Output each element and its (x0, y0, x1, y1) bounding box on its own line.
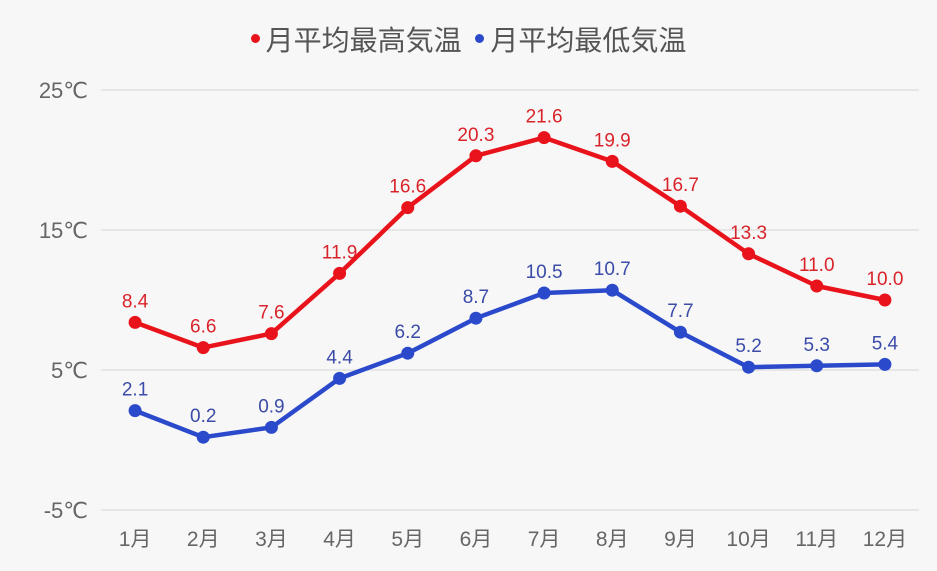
data-point-high[interactable] (196, 341, 210, 355)
data-label-high: 13.3 (730, 223, 767, 244)
data-point-low[interactable] (742, 360, 756, 374)
y-tick-label: 25℃ (39, 78, 88, 103)
series-low: 2.1 0.2 0.9 4.4 6.2 8.7 10.5 10.7 7.7 5.2 5.3 5.4 (122, 259, 899, 444)
data-label-low: 5.4 (872, 333, 899, 354)
data-label-low: 5.2 (735, 336, 761, 357)
x-tick-label: 3月 (255, 528, 288, 551)
data-label-low: 6.2 (395, 322, 421, 343)
data-label-low: 10.5 (526, 262, 563, 283)
data-label-high: 11.9 (322, 242, 358, 263)
data-point-high[interactable] (605, 154, 619, 168)
data-point-low[interactable] (537, 286, 551, 300)
data-label-low: 2.1 (122, 380, 148, 401)
legend-label-high: 月平均最高気温 (265, 24, 462, 56)
data-label-high: 11.0 (799, 255, 835, 276)
y-tick-label: 5℃ (51, 358, 88, 383)
data-label-low: 7.7 (667, 301, 693, 322)
data-point-low[interactable] (128, 404, 142, 418)
x-tick-label: 5月 (391, 528, 424, 551)
x-tick-label: 10月 (726, 528, 770, 551)
data-point-high[interactable] (264, 327, 278, 341)
series-line-high (134, 135, 886, 350)
legend-dot-low-icon (475, 34, 485, 43)
data-point-low[interactable] (673, 325, 687, 339)
data-label-high: 20.3 (457, 125, 494, 146)
data-label-low: 0.2 (190, 406, 216, 427)
data-point-low[interactable] (333, 371, 347, 385)
data-point-low[interactable] (878, 357, 892, 371)
data-label-low: 4.4 (326, 347, 353, 368)
x-tick-label: 11月 (795, 528, 838, 551)
data-point-high[interactable] (810, 279, 824, 293)
data-point-high[interactable] (469, 149, 483, 163)
data-point-high[interactable] (742, 247, 756, 261)
data-point-high[interactable] (537, 131, 551, 145)
data-point-low[interactable] (264, 420, 278, 434)
data-point-low[interactable] (605, 283, 619, 297)
data-label-high: 8.4 (122, 291, 149, 312)
y-tick-label: 15℃ (39, 218, 88, 243)
x-tick-label: 4月 (323, 528, 356, 551)
data-point-high[interactable] (128, 315, 142, 329)
x-tick-label: 7月 (528, 528, 561, 551)
legend-item-low[interactable]: 月平均最低気温 (475, 19, 686, 59)
data-label-high: 10.0 (866, 269, 903, 290)
data-label-high: 7.6 (258, 303, 284, 324)
x-tick-label: 8月 (596, 528, 629, 551)
data-point-low[interactable] (196, 430, 210, 444)
y-tick-label: -5℃ (44, 498, 88, 523)
data-label-low: 8.7 (463, 287, 489, 308)
series-line-low (134, 287, 885, 440)
data-point-high[interactable] (878, 293, 892, 307)
data-label-high: 19.9 (594, 130, 631, 151)
x-tick-label: 12月 (863, 528, 907, 551)
data-point-high[interactable] (333, 266, 347, 280)
legend-item-high[interactable]: 月平均最高気温 (250, 19, 462, 59)
data-label-high: 16.7 (662, 175, 699, 196)
data-label-low: 5.3 (804, 335, 830, 356)
data-label-low: 0.9 (258, 396, 284, 417)
legend-label-low: 月平均最低気温 (490, 24, 687, 56)
x-tick-label: 6月 (460, 528, 493, 551)
data-point-low[interactable] (469, 311, 483, 325)
x-tick-label: 1月 (119, 528, 152, 551)
series-high: 8.4 6.6 7.6 11.9 16.6 20.3 21.6 19.9 16.7 13.3 11.… (122, 107, 903, 355)
data-point-high[interactable] (401, 201, 415, 215)
data-label-low: 10.7 (594, 259, 631, 280)
data-point-low[interactable] (401, 346, 415, 360)
chart-legend: 月平均最高気温 月平均最低気温 (0, 18, 937, 59)
data-label-high: 6.6 (190, 317, 216, 338)
gridlines (101, 89, 919, 511)
legend-dot-high-icon (250, 34, 260, 43)
data-point-high[interactable] (673, 199, 687, 213)
x-axis: 1月 2月 3月 4月 5月 6月 7月 8月 9月 10月 11月 12月 (119, 528, 907, 551)
data-label-high: 21.6 (526, 107, 563, 128)
data-label-high: 16.6 (389, 177, 426, 198)
data-point-low[interactable] (810, 359, 824, 373)
y-axis: 25℃ 15℃ 5℃ -5℃ (39, 78, 88, 523)
series-group: 8.4 6.6 7.6 11.9 16.6 20.3 21.6 19.9 16.7 13.3 11.… (122, 107, 903, 444)
x-tick-label: 9月 (664, 528, 697, 551)
x-tick-label: 2月 (187, 528, 220, 551)
